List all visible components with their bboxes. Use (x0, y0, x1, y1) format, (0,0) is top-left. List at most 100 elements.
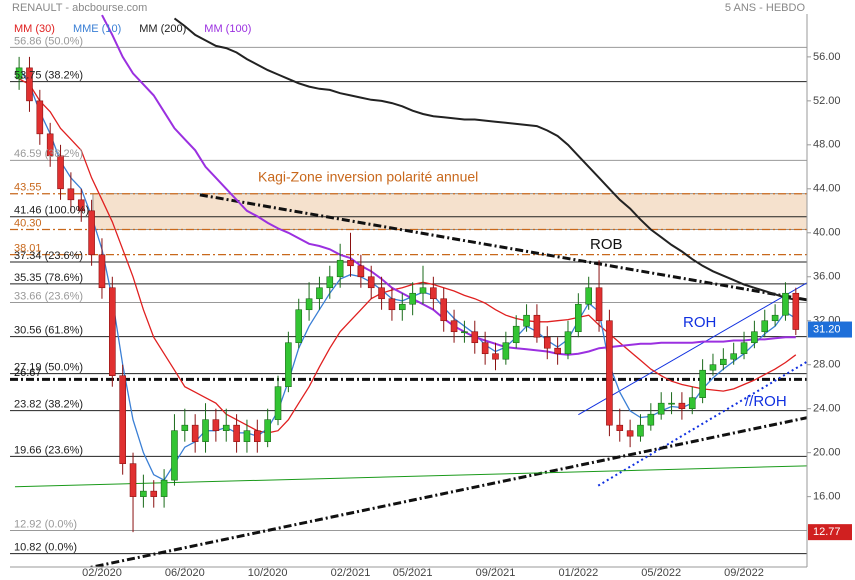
candle-body (77, 199, 85, 212)
candle-body (461, 331, 468, 334)
candle-body (761, 320, 769, 333)
y-tick-label: 36.00 (813, 271, 841, 283)
level-label: 35.35 (78.6%) (14, 272, 83, 284)
x-tick-label: 05/2022 (641, 567, 681, 579)
level-label: 53.75 (38.2%) (14, 70, 83, 82)
y-tick-label: 56.00 (813, 51, 841, 63)
x-tick-label: 06/2020 (165, 567, 205, 579)
candle-body (171, 430, 178, 481)
candle-body (688, 397, 696, 409)
candle-body (88, 210, 95, 256)
candle-body (637, 424, 644, 437)
level-label: 30.56 (61.8%) (14, 324, 83, 336)
level-label: 38.01 (14, 243, 42, 255)
candle-body (202, 419, 209, 442)
candle-body (419, 287, 427, 294)
trendline-label: ROH (683, 314, 716, 331)
plot-area (10, 14, 807, 567)
candle-body (523, 314, 530, 327)
legend-entry: MM (100) (204, 23, 251, 35)
candle-body (46, 133, 54, 157)
candle-body (347, 259, 354, 267)
candle-body (222, 424, 230, 431)
moving-average (18, 78, 797, 434)
trendline-label: //ROH (745, 393, 787, 410)
candle-body (471, 331, 479, 344)
candle-body (751, 331, 758, 344)
candle-body (543, 336, 551, 349)
candle-body (554, 347, 561, 355)
candle-body (367, 276, 375, 289)
x-tick-label: 01/2022 (558, 567, 598, 579)
moving-average (173, 17, 797, 301)
candle-body (274, 386, 282, 420)
candle-body (150, 490, 158, 497)
y-tick-label: 40.00 (813, 227, 841, 239)
candle-body (254, 430, 261, 442)
candle-body (502, 342, 510, 360)
y-tick-label: 24.00 (813, 403, 841, 415)
candle-body (740, 342, 748, 355)
legend-entry: MM (200) (139, 23, 186, 35)
zone-label: Kagi-Zone inversion polarité annuel (258, 168, 478, 184)
level-label: 10.82 (0.0%) (14, 541, 77, 553)
trendline (85, 416, 807, 567)
candle-body (316, 287, 323, 300)
moving-average (101, 14, 796, 356)
candle-body (720, 358, 727, 366)
level-label: 26.67 (14, 367, 42, 379)
y-tick-label: 52.00 (813, 95, 841, 107)
x-tick-label: 09/2021 (476, 567, 516, 579)
candle-body (606, 320, 613, 426)
candle-body (450, 320, 458, 333)
candle-body (657, 402, 665, 415)
legend-entry: MM (30) (14, 23, 55, 35)
candle-body (181, 424, 189, 431)
y-tick-label: 48.00 (813, 139, 841, 151)
candle-body (595, 287, 603, 322)
candle-body (699, 369, 706, 398)
price-marker (808, 524, 852, 541)
y-tick-label: 44.00 (813, 183, 841, 195)
candle-body (575, 303, 582, 333)
candle-body (533, 314, 541, 338)
level-label: 46.59 (38.2%) (14, 148, 83, 160)
candle-body (67, 188, 75, 201)
level-label: 43.55 (14, 182, 42, 194)
candle-body (792, 292, 800, 330)
candle-body (160, 479, 168, 497)
candle-body (730, 353, 737, 360)
candle-body (233, 424, 240, 442)
candle-body (98, 254, 106, 289)
candle-body (357, 265, 365, 278)
candle-body (212, 419, 220, 431)
candle-body (326, 276, 334, 289)
trendline (14, 465, 807, 488)
level-label: 27.19 (50.0%) (14, 362, 83, 374)
trendline-label: ROB (590, 236, 623, 253)
candle-body (398, 303, 406, 311)
moving-average (18, 67, 797, 481)
level-label: 56.86 (50.0%) (14, 35, 83, 47)
legend-entry: MME (10) (73, 23, 121, 35)
chart-title: RENAULT - abcbourse.com (12, 2, 147, 14)
candle-body (264, 419, 271, 442)
candle-body (585, 287, 592, 305)
candle-body (15, 67, 23, 80)
candle-body (109, 287, 116, 377)
candle-body (57, 155, 64, 190)
candle-body (305, 298, 313, 311)
candle-body (440, 298, 448, 322)
candle-body (430, 287, 437, 300)
trendline (199, 193, 807, 302)
y-tick-label: 20.00 (813, 447, 841, 459)
candle-body (709, 364, 717, 371)
candle-body (191, 424, 199, 442)
candle-body (409, 292, 416, 305)
candle-body (678, 402, 686, 409)
candle-body (668, 402, 675, 405)
candle-body (481, 342, 489, 355)
chart-subtitle: 5 ANS - HEBDO (725, 2, 806, 14)
